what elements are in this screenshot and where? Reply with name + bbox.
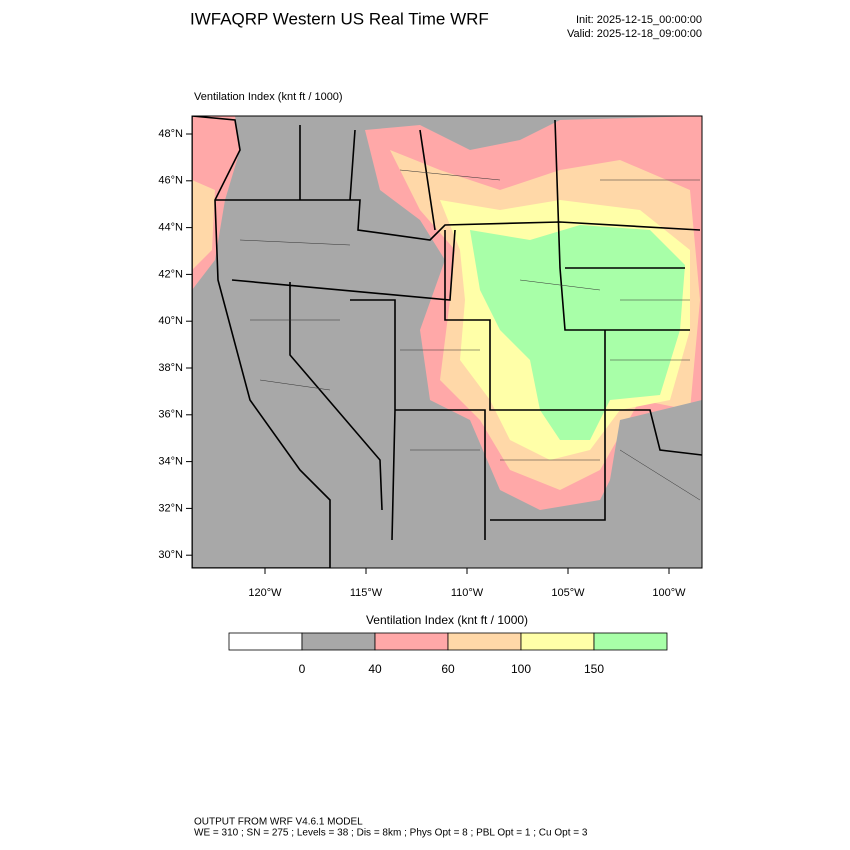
lat-label: 42°N: [158, 268, 183, 280]
state-borders: [215, 119, 702, 541]
field-patch: [600, 400, 702, 568]
colorbar-box: [593, 632, 668, 651]
lon-label: 105°W: [551, 587, 585, 599]
field-patch: [470, 225, 685, 440]
colorbar-box: [374, 632, 449, 651]
lat-label: 40°N: [158, 315, 183, 327]
init-time: Init: 2025-12-15_00:00:00: [576, 14, 702, 26]
lat-label: 30°N: [158, 549, 183, 561]
lat-label: 32°N: [158, 502, 183, 514]
lat-label: 36°N: [158, 409, 183, 421]
lon-label: 110°W: [451, 587, 484, 599]
colorbar-label: 0: [299, 662, 306, 676]
colorbar-box: [301, 632, 376, 651]
colorbar-box: [447, 632, 522, 651]
map: 48°N 46°N 44°N 42°N 40°N 38°N 36°N 34°N 32°N 30°N…: [158, 115, 703, 599]
lat-label: 38°N: [158, 362, 183, 374]
lon-label: 115°W: [350, 587, 383, 599]
colorbar-label: 40: [368, 662, 382, 676]
lat-label: 48°N: [158, 128, 183, 140]
county-lines: [239, 169, 701, 501]
colorbar-label: 100: [511, 662, 531, 676]
lon-label: 120°W: [248, 587, 282, 599]
map-frame: [191, 115, 703, 569]
valid-time: Valid: 2025-12-18_09:00:00: [567, 28, 702, 40]
lat-label: 44°N: [158, 222, 183, 234]
colorbar-box: [520, 632, 595, 651]
colorbar-title: Ventilation Index (knt ft / 1000): [366, 613, 528, 627]
colorbar-label: 150: [584, 662, 604, 676]
lon-label: 100°W: [652, 587, 686, 599]
lat-label: 46°N: [158, 175, 183, 187]
map-subtitle: Ventilation Index (knt ft / 1000): [194, 91, 343, 103]
field-patch: [192, 180, 215, 270]
lat-label: 34°N: [158, 456, 183, 468]
title: IWFAQRP Western US Real Time WRF: [190, 9, 489, 28]
coastline: [192, 116, 331, 568]
colorbar-box: [228, 632, 303, 651]
footer-line: WE = 310 ; SN = 275 ; Levels = 38 ; Dis …: [194, 828, 588, 839]
footer-line: OUTPUT FROM WRF V4.6.1 MODEL: [194, 817, 363, 828]
colorbar: 0 40 60 100 150: [228, 632, 668, 676]
colorbar-label: 60: [441, 662, 455, 676]
